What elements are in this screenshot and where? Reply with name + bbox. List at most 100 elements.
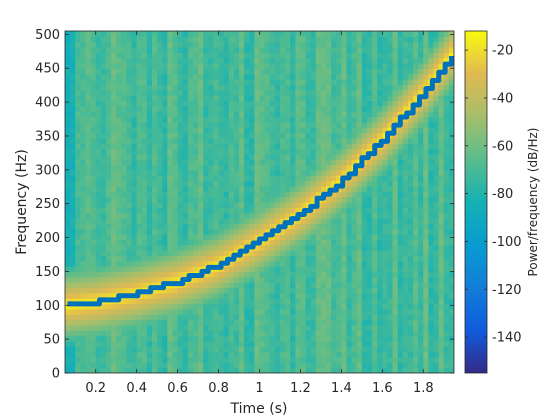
heatmap-cell: [213, 351, 220, 358]
heatmap-cell: [203, 234, 209, 240]
heatmap-cell: [239, 330, 245, 337]
heatmap-cell: [336, 63, 342, 69]
heatmap-cell: [264, 207, 271, 214]
heatmap-cell: [198, 137, 204, 144]
heatmap-cell: [126, 234, 133, 240]
heatmap-cell: [372, 175, 378, 182]
heatmap-cell: [448, 356, 454, 363]
heatmap-cell: [285, 185, 291, 192]
heatmap-cell: [274, 57, 281, 64]
heatmap-cell: [146, 52, 153, 59]
heatmap-cell: [131, 127, 138, 134]
heatmap-cell: [136, 111, 143, 118]
heatmap-cell: [136, 191, 143, 198]
heatmap-cell: [152, 223, 158, 230]
heatmap-cell: [203, 100, 209, 107]
heatmap-cell: [315, 335, 322, 342]
heatmap-cell: [131, 47, 138, 53]
heatmap-cell: [361, 73, 368, 80]
heatmap-cell: [259, 164, 266, 171]
heatmap-cell: [392, 191, 399, 198]
heatmap-cell: [413, 234, 419, 240]
heatmap-cell: [341, 340, 348, 347]
heatmap-cell: [95, 271, 102, 278]
heatmap-cell: [249, 63, 255, 69]
heatmap-cell: [223, 228, 230, 235]
heatmap-cell: [85, 95, 92, 102]
heatmap-cell: [249, 362, 255, 369]
heatmap-cell: [397, 52, 404, 59]
heatmap-cell: [249, 228, 255, 235]
heatmap-cell: [438, 175, 445, 182]
heatmap-cell: [285, 196, 291, 203]
heatmap-cell: [70, 287, 76, 294]
heatmap-cell: [259, 212, 266, 219]
heatmap-cell: [65, 223, 71, 230]
heatmap-cell: [356, 330, 363, 337]
heatmap-cell: [290, 95, 296, 102]
heatmap-cell: [182, 266, 189, 273]
heatmap-cell: [203, 255, 209, 262]
heatmap-cell: [351, 185, 358, 192]
heatmap-cell: [223, 111, 230, 118]
heatmap-cell: [346, 356, 353, 363]
heatmap-cell: [315, 362, 322, 369]
heatmap-cell: [85, 148, 92, 155]
heatmap-cell: [239, 63, 245, 69]
heatmap-cell: [228, 250, 235, 257]
heatmap-cell: [162, 175, 168, 182]
heatmap-cell: [264, 244, 271, 251]
heatmap-cell: [80, 324, 87, 331]
heatmap-cell: [300, 169, 307, 176]
heatmap-cell: [300, 367, 307, 373]
heatmap-cell: [136, 180, 143, 187]
heatmap-cell: [254, 218, 261, 224]
heatmap-cell: [65, 298, 71, 305]
heatmap-cell: [192, 100, 199, 107]
heatmap-cell: [192, 324, 199, 331]
heatmap-cell: [157, 52, 163, 59]
heatmap-cell: [320, 63, 327, 69]
heatmap-cell: [356, 314, 363, 321]
heatmap-cell: [443, 79, 450, 86]
heatmap-cell: [377, 324, 383, 331]
heatmap-cell: [70, 266, 76, 273]
heatmap-cell: [295, 185, 302, 192]
heatmap-cell: [433, 218, 440, 224]
heatmap-cell: [443, 137, 450, 144]
heatmap-cell: [377, 228, 383, 235]
heatmap-cell: [274, 244, 281, 251]
heatmap-cell: [336, 143, 342, 150]
heatmap-cell: [315, 356, 322, 363]
heatmap-cell: [218, 137, 225, 144]
heatmap-cell: [428, 41, 435, 48]
heatmap-cell: [392, 335, 399, 342]
heatmap-cell: [366, 127, 373, 134]
heatmap-cell: [320, 41, 327, 48]
heatmap-cell: [295, 63, 302, 69]
heatmap-cell: [65, 57, 71, 64]
heatmap-cell: [341, 244, 348, 251]
heatmap-cell: [90, 116, 97, 123]
heatmap-cell: [310, 79, 317, 86]
heatmap-cell: [346, 244, 353, 251]
heatmap-cell: [131, 159, 138, 166]
heatmap-cell: [366, 298, 373, 305]
heatmap-cell: [341, 276, 348, 283]
heatmap-cell: [285, 207, 291, 214]
heatmap-cell: [239, 153, 245, 160]
heatmap-cell: [146, 367, 153, 373]
heatmap-cell: [192, 239, 199, 246]
heatmap-cell: [157, 57, 163, 64]
heatmap-cell: [269, 207, 276, 214]
heatmap-cell: [75, 239, 81, 246]
heatmap-cell: [320, 282, 327, 289]
heatmap-cell: [146, 276, 153, 283]
heatmap-cell: [326, 89, 332, 96]
heatmap-cell: [402, 196, 409, 203]
heatmap-cell: [305, 36, 312, 43]
heatmap-cell: [392, 287, 399, 294]
heatmap-cell: [111, 73, 117, 80]
heatmap-cell: [70, 153, 76, 160]
heatmap-cell: [223, 36, 230, 43]
